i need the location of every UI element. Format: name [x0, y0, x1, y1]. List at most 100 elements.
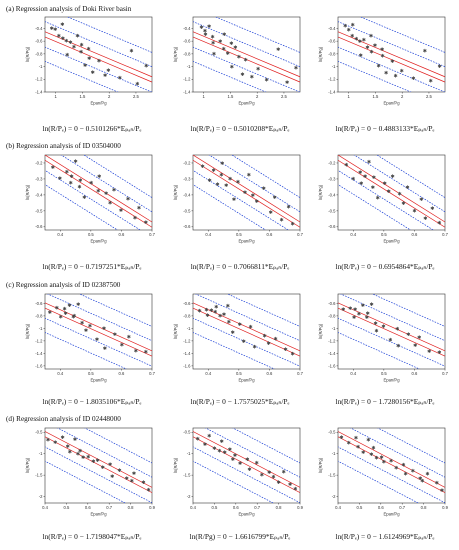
- y-tick-label: -1.4: [183, 351, 191, 356]
- data-point: ✱: [381, 53, 386, 59]
- data-point: ✱: [423, 216, 428, 222]
- y-tick-label: -1.4: [328, 351, 336, 356]
- data-point: ✱: [273, 195, 278, 201]
- data-point: ✱: [212, 446, 217, 452]
- data-point: ✱: [108, 200, 113, 206]
- data-point: ✱: [406, 332, 411, 338]
- data-point: ✱: [283, 347, 288, 353]
- data-point: ✱: [112, 187, 117, 193]
- data-point: ✱: [80, 321, 85, 327]
- data-point: ✱: [209, 308, 214, 314]
- data-point: ✱: [71, 315, 76, 321]
- data-point: ✱: [389, 459, 394, 465]
- data-point: ✱: [366, 438, 371, 444]
- section-title: (b) Regression analysis of ID 03504000: [6, 142, 121, 150]
- x-tick-label: 0.4: [42, 505, 48, 510]
- data-point: ✱: [113, 332, 118, 338]
- data-point: ✱: [77, 185, 82, 191]
- data-point: ✱: [214, 305, 219, 311]
- data-point: ✱: [91, 70, 96, 76]
- data-point: ✱: [127, 334, 132, 340]
- data-point: ✱: [211, 40, 216, 46]
- data-point: ✱: [381, 324, 386, 330]
- data-point: ✱: [226, 51, 231, 57]
- confidence-line: [45, 436, 152, 494]
- data-point: ✱: [351, 22, 356, 28]
- regression-equation: ln(R/Pₑ) = 0 − 0.7066811*Eₚₐₙ/Pₑ: [190, 262, 290, 271]
- x-axis-label: Epan/Pg: [383, 512, 400, 517]
- data-point: ✱: [69, 180, 74, 186]
- plot-frame: [192, 293, 301, 370]
- data-point: ✱: [370, 302, 375, 308]
- data-point: ✱: [395, 326, 400, 332]
- data-point: ✱: [72, 45, 77, 51]
- data-point: ✱: [252, 345, 257, 351]
- data-point: ✱: [213, 309, 218, 315]
- x-tick-label: 0.6: [267, 232, 273, 237]
- y-tick-label: -1: [39, 326, 43, 331]
- prediction-band-line: [193, 332, 276, 369]
- data-point: ✱: [429, 79, 434, 85]
- data-point: ✱: [405, 185, 410, 191]
- data-point: ✱: [81, 455, 86, 461]
- data-point: ✱: [236, 179, 241, 185]
- data-point: ✱: [222, 46, 227, 52]
- data-point: ✱: [207, 24, 212, 30]
- data-point: ✱: [412, 208, 417, 214]
- section-title: (a) Regression analysis of Doki River ba…: [6, 5, 132, 13]
- data-point: ✱: [68, 40, 73, 46]
- prediction-band-line: [359, 17, 445, 53]
- x-tick-label: 0.4: [190, 505, 196, 510]
- data-point: ✱: [203, 442, 208, 448]
- x-tick-label: 0.6: [85, 505, 91, 510]
- y-tick-label: -1.6: [183, 363, 191, 368]
- data-point: ✱: [57, 33, 62, 39]
- y-tick-label: -0.6: [328, 224, 336, 229]
- data-point: ✱: [282, 470, 287, 476]
- scatter-plot: ✱✱✱✱✱✱✱✱✱✱✱✱✱✱✱✱✱✱✱✱0.4 0.5 0.6 0.7-0.2-0.3…: [25, 154, 156, 244]
- data-point: ✱: [228, 177, 233, 183]
- data-point: ✱: [205, 313, 210, 319]
- x-tick-label: 0.7: [297, 232, 303, 237]
- regression-equation: ln(R/Pₑ) = 0 − 0.5101266*Eₚₐₙ/Pₑ: [42, 124, 142, 133]
- y-tick-label: -0.4: [35, 26, 43, 31]
- data-point: ✱: [373, 321, 378, 327]
- data-point: ✱: [365, 315, 370, 321]
- x-tick-label: 0.6: [119, 232, 125, 237]
- data-point: ✱: [65, 169, 70, 175]
- regression-equation: ln(R/Pg) = 0 − 1.6616799*Eₚₐₙ/Pₑ: [189, 532, 291, 541]
- data-point: ✱: [144, 64, 149, 70]
- prediction-band-line: [45, 332, 128, 369]
- confidence-line: [45, 302, 152, 352]
- data-point: ✱: [237, 55, 242, 61]
- y-tick-label: -0.2: [328, 160, 336, 165]
- data-point: ✱: [354, 36, 359, 42]
- data-point: ✱: [366, 311, 371, 317]
- y-tick-label: -1.5: [183, 473, 191, 478]
- data-point: ✱: [197, 308, 202, 314]
- data-point: ✱: [294, 66, 299, 72]
- x-tick-label: 0.5: [236, 371, 242, 376]
- regression-panel: ✱ ✱ ✱ ✱ ✱ ✱ ✱ ✱ ✱ ✱ ✱ ✱ ✱ ✱ ✱ ✱ ✱ ✱ ✱ ✱ 0.4 0.5 0.6 0.7 -0.6 -0.8…: [318, 291, 453, 383]
- data-point: ✱: [401, 462, 406, 468]
- y-tick-label: -1.4: [183, 89, 191, 94]
- prediction-band-line: [371, 294, 445, 327]
- data-point: ✱: [260, 473, 265, 479]
- data-point: ✱: [238, 322, 243, 328]
- data-point: ✱: [87, 56, 92, 62]
- data-point: ✱: [380, 455, 385, 461]
- data-point: ✱: [249, 325, 254, 331]
- data-point: ✱: [255, 461, 260, 467]
- data-point: ✱: [104, 191, 109, 197]
- data-point: ✱: [437, 220, 442, 226]
- y-tick-label: -1.4: [35, 351, 43, 356]
- data-point: ✱: [411, 468, 416, 474]
- data-point: ✱: [390, 59, 395, 65]
- data-point: ✱: [53, 27, 58, 33]
- data-point: ✱: [423, 49, 428, 55]
- data-point: ✱: [247, 467, 252, 473]
- y-tick-label: -0.2: [183, 160, 191, 165]
- data-point: ✱: [108, 462, 113, 468]
